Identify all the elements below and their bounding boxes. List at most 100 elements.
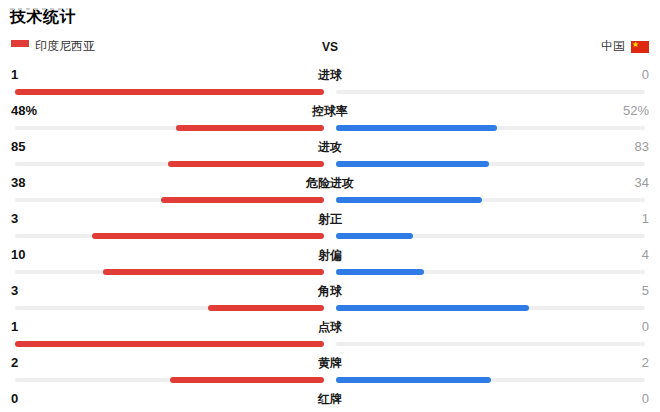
stat-bars-row — [0, 377, 660, 383]
right-bar-track — [336, 342, 645, 346]
stat-text-row: 2 黄牌 2 — [0, 355, 660, 371]
stats-list: 1 进球 0 48% 控球率 52% — [0, 67, 660, 412]
left-bar-half — [15, 125, 324, 131]
left-bar-half — [15, 197, 324, 203]
stat-label: 危险进攻 — [71, 175, 589, 192]
stat-row: 1 点球 0 — [0, 319, 660, 355]
stat-bars-row — [0, 305, 660, 311]
stat-bars-row — [0, 197, 660, 203]
right-bar-half — [336, 341, 645, 347]
stat-text-row: 38 危险进攻 34 — [0, 175, 660, 191]
stat-row: 1 进球 0 — [0, 67, 660, 103]
stat-label: 点球 — [71, 319, 589, 336]
left-bar-half — [15, 233, 324, 239]
stat-text-row: 1 进球 0 — [0, 67, 660, 83]
right-bar-half — [336, 233, 645, 239]
right-team-bar — [336, 305, 529, 311]
stat-row: 3 射正 1 — [0, 211, 660, 247]
right-bar-track — [336, 90, 645, 94]
stat-row: 2 黄牌 2 — [0, 355, 660, 391]
right-bar-half — [336, 377, 645, 383]
right-team-bar — [336, 161, 489, 167]
right-team-bar — [336, 125, 497, 131]
stat-left-value: 10 — [11, 247, 71, 262]
left-team-bar — [161, 197, 324, 203]
right-bar-half — [336, 89, 645, 95]
stat-left-value: 3 — [11, 211, 71, 226]
team-right: 中国 — [338, 38, 649, 55]
left-bar-half — [15, 161, 324, 167]
left-team-bar — [176, 125, 324, 131]
stat-right-value: 2 — [589, 355, 649, 370]
left-team-bar — [15, 89, 324, 95]
left-bar-half — [15, 89, 324, 95]
stat-bars-row — [0, 233, 660, 239]
stat-row: 85 进攻 83 — [0, 139, 660, 175]
left-bar-half — [15, 341, 324, 347]
indonesia-flag-icon — [11, 40, 29, 53]
left-bar-half — [15, 305, 324, 311]
stat-left-value: 48% — [11, 103, 71, 118]
stat-bars-row — [0, 89, 660, 95]
stat-row: 38 危险进攻 34 — [0, 175, 660, 211]
stat-row: 10 射偏 4 — [0, 247, 660, 283]
right-team-bar — [336, 377, 491, 383]
stat-label: 射偏 — [71, 247, 589, 264]
team-left-name: 印度尼西亚 — [35, 38, 95, 55]
left-bar-half — [15, 269, 324, 275]
page-title: 技术统计 — [10, 8, 660, 26]
right-team-bar — [336, 233, 413, 239]
stat-right-value: 4 — [589, 247, 649, 262]
stat-text-row: 85 进攻 83 — [0, 139, 660, 155]
stat-bars-row — [0, 341, 660, 347]
right-team-bar — [336, 269, 424, 275]
stat-row: 3 角球 5 — [0, 283, 660, 319]
right-team-bar — [336, 197, 482, 203]
stat-left-value: 1 — [11, 319, 71, 334]
stat-text-row: 10 射偏 4 — [0, 247, 660, 263]
left-team-bar — [170, 377, 325, 383]
stat-right-value: 0 — [589, 391, 649, 406]
stat-text-row: 0 红牌 0 — [0, 391, 660, 407]
stat-text-row: 3 射正 1 — [0, 211, 660, 227]
right-bar-half — [336, 305, 645, 311]
stat-label: 射正 — [71, 211, 589, 228]
left-team-bar — [15, 341, 324, 347]
stat-row: 0 红牌 0 — [0, 391, 660, 412]
left-team-bar — [208, 305, 324, 311]
right-bar-half — [336, 161, 645, 167]
stat-left-value: 3 — [11, 283, 71, 298]
stat-label: 进球 — [71, 67, 589, 84]
teams-header: 印度尼西亚 VS 中国 — [11, 40, 649, 53]
stat-right-value: 0 — [589, 319, 649, 334]
stat-label: 控球率 — [71, 103, 589, 120]
stat-right-value: 5 — [589, 283, 649, 298]
stat-text-row: 3 角球 5 — [0, 283, 660, 299]
stat-bars-row — [0, 161, 660, 167]
right-bar-half — [336, 269, 645, 275]
stat-left-value: 1 — [11, 67, 71, 82]
right-bar-half — [336, 197, 645, 203]
team-left: 印度尼西亚 — [11, 38, 322, 55]
stat-bars-row — [0, 269, 660, 275]
stat-label: 进攻 — [71, 139, 589, 156]
stat-right-value: 0 — [589, 67, 649, 82]
stat-label: 角球 — [71, 283, 589, 300]
stat-right-value: 1 — [589, 211, 649, 226]
stat-right-value: 34 — [589, 175, 649, 190]
stat-bars-row — [0, 125, 660, 131]
china-flag-icon — [631, 41, 649, 53]
vs-label: VS — [322, 40, 338, 54]
stat-left-value: 38 — [11, 175, 71, 190]
team-right-name: 中国 — [601, 38, 625, 55]
match-stats-panel: 技术统计 印度尼西亚 VS 中国 1 进球 0 — [0, 8, 660, 412]
left-team-bar — [92, 233, 324, 239]
stat-label: 黄牌 — [71, 355, 589, 372]
cropped-text-artifact — [10, 8, 68, 10]
stat-right-value: 83 — [589, 139, 649, 154]
stat-left-value: 0 — [11, 391, 71, 406]
stat-right-value: 52% — [589, 103, 649, 118]
stat-text-row: 48% 控球率 52% — [0, 103, 660, 119]
left-team-bar — [103, 269, 324, 275]
right-bar-half — [336, 125, 645, 131]
